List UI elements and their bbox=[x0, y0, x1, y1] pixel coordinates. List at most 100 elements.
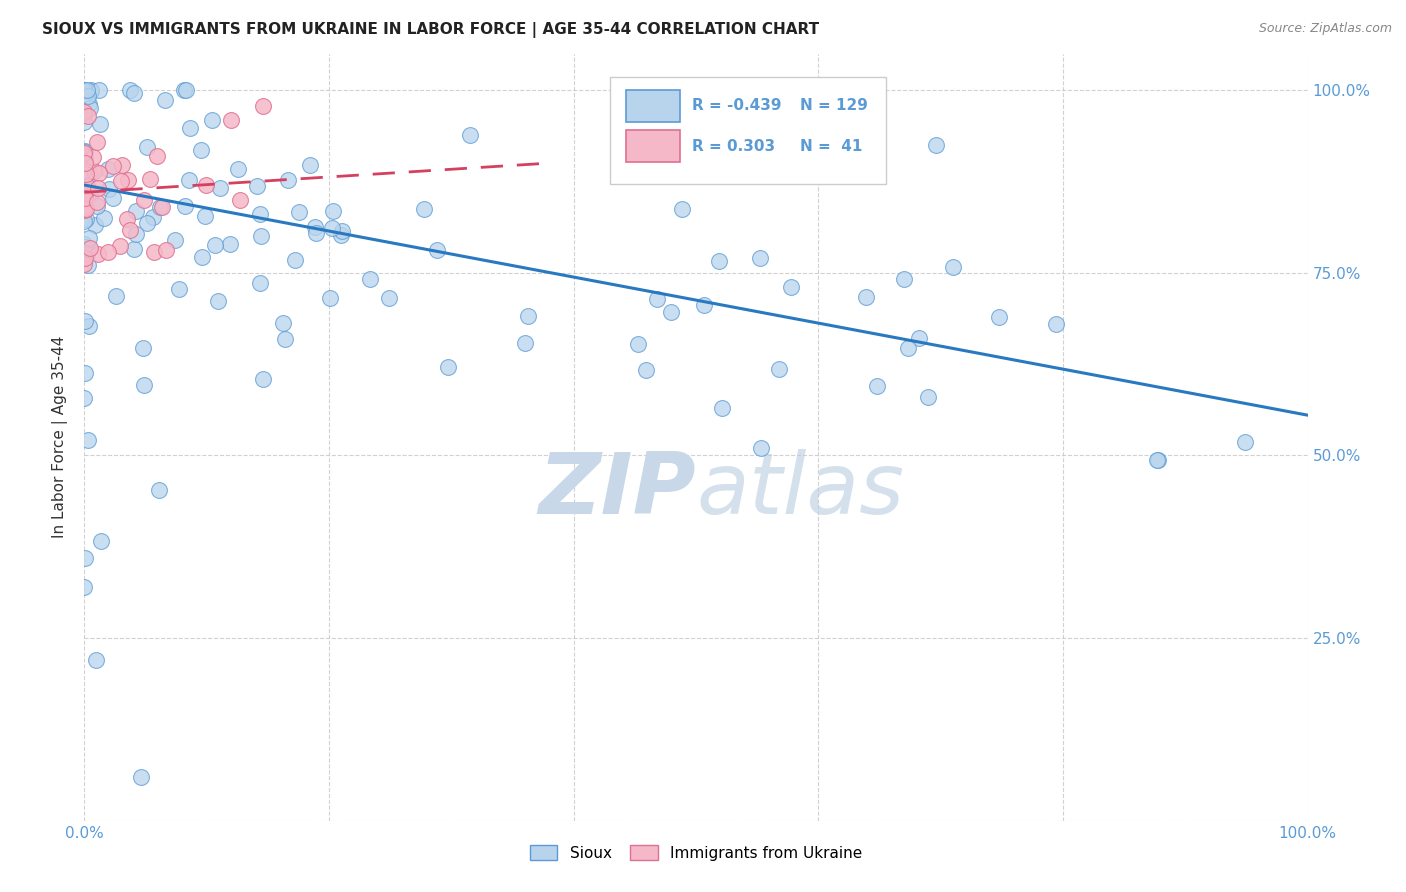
Point bbox=[93, 211, 115, 226]
Point bbox=[125, 227, 148, 242]
Point bbox=[79, 186, 101, 201]
Point bbox=[76, 83, 98, 97]
Point bbox=[246, 178, 269, 193]
Point bbox=[73, 83, 96, 97]
Point bbox=[627, 337, 650, 351]
Point bbox=[73, 153, 96, 168]
Point bbox=[135, 140, 157, 154]
Point bbox=[80, 84, 103, 98]
Point bbox=[111, 158, 134, 172]
Point bbox=[143, 245, 166, 260]
Point bbox=[73, 191, 96, 205]
Point bbox=[77, 433, 100, 447]
Point bbox=[917, 390, 939, 404]
Point bbox=[707, 254, 730, 268]
FancyBboxPatch shape bbox=[626, 130, 681, 162]
Point bbox=[80, 83, 103, 97]
Point bbox=[515, 336, 537, 351]
Point bbox=[122, 86, 145, 100]
Point bbox=[219, 236, 242, 251]
Point bbox=[73, 149, 96, 163]
Point bbox=[122, 242, 145, 256]
Point bbox=[139, 171, 162, 186]
Point bbox=[75, 202, 97, 216]
Point bbox=[117, 212, 139, 227]
Point bbox=[711, 401, 734, 415]
Point bbox=[77, 231, 100, 245]
FancyBboxPatch shape bbox=[626, 89, 681, 122]
Point bbox=[167, 282, 190, 296]
Point bbox=[87, 181, 110, 195]
Point bbox=[110, 174, 132, 188]
Point bbox=[207, 294, 229, 309]
Point bbox=[75, 181, 97, 195]
Point bbox=[925, 138, 948, 153]
Point bbox=[359, 272, 381, 286]
Point bbox=[208, 181, 231, 195]
Point bbox=[73, 178, 96, 192]
Point bbox=[73, 156, 96, 170]
Point bbox=[174, 83, 197, 97]
Point bbox=[132, 341, 155, 355]
Point bbox=[299, 158, 322, 172]
Point bbox=[146, 149, 169, 163]
Point bbox=[288, 205, 311, 219]
Point bbox=[76, 246, 98, 260]
Point bbox=[136, 217, 159, 231]
Point bbox=[274, 332, 297, 346]
Point bbox=[177, 172, 200, 186]
FancyBboxPatch shape bbox=[610, 77, 886, 184]
Point bbox=[426, 243, 449, 257]
Point bbox=[73, 214, 96, 228]
Point bbox=[76, 88, 98, 103]
Point bbox=[330, 224, 353, 238]
Point bbox=[458, 128, 481, 143]
Point bbox=[73, 115, 96, 129]
Point bbox=[174, 199, 197, 213]
Point bbox=[1234, 434, 1257, 449]
Point bbox=[153, 93, 176, 107]
Point bbox=[179, 120, 201, 135]
Point bbox=[855, 289, 877, 303]
Point bbox=[101, 159, 124, 173]
Text: R = -0.439: R = -0.439 bbox=[692, 98, 782, 113]
Text: ZIP: ZIP bbox=[538, 450, 696, 533]
Point bbox=[190, 251, 212, 265]
Point bbox=[132, 193, 155, 207]
Point bbox=[73, 580, 96, 594]
Point bbox=[749, 442, 772, 456]
Point bbox=[73, 202, 96, 217]
Point bbox=[768, 361, 790, 376]
Point bbox=[110, 239, 132, 253]
Point bbox=[90, 533, 112, 548]
Point bbox=[73, 257, 96, 271]
Point bbox=[73, 105, 96, 120]
Point bbox=[73, 168, 96, 182]
Point bbox=[73, 201, 96, 215]
Point bbox=[271, 316, 294, 330]
Point bbox=[322, 204, 344, 219]
Point bbox=[73, 145, 96, 159]
Point bbox=[117, 173, 139, 187]
Point bbox=[73, 194, 96, 209]
Point bbox=[73, 391, 96, 405]
Point bbox=[132, 378, 155, 392]
Point bbox=[304, 220, 326, 235]
Point bbox=[77, 318, 100, 333]
Point bbox=[661, 305, 683, 319]
Point bbox=[75, 314, 97, 328]
Point bbox=[226, 161, 249, 176]
Point bbox=[73, 237, 96, 252]
Point bbox=[73, 83, 96, 97]
Point bbox=[75, 240, 97, 254]
Point bbox=[105, 289, 128, 303]
Point bbox=[671, 202, 693, 217]
Point bbox=[897, 342, 920, 356]
Text: SIOUX VS IMMIGRANTS FROM UKRAINE IN LABOR FORCE | AGE 35-44 CORRELATION CHART: SIOUX VS IMMIGRANTS FROM UKRAINE IN LABO… bbox=[42, 22, 820, 38]
Point bbox=[1045, 317, 1067, 331]
Point bbox=[73, 146, 96, 161]
Point bbox=[749, 251, 772, 265]
Legend: Sioux, Immigrants from Ukraine: Sioux, Immigrants from Ukraine bbox=[524, 839, 868, 867]
Point bbox=[305, 226, 328, 240]
Point bbox=[129, 770, 152, 784]
